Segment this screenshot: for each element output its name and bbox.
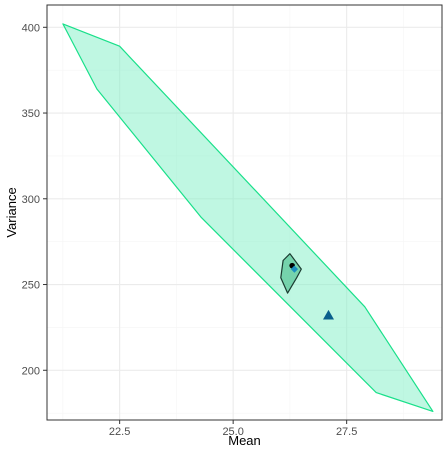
region-layer [62, 23, 434, 412]
point-layer [289, 262, 334, 320]
x-tick-label: 25.0 [222, 426, 243, 438]
x-axis-title: Mean [228, 433, 261, 448]
diamond-point [290, 265, 299, 273]
triangle-point [322, 309, 334, 320]
x-tick-label: 22.5 [109, 426, 130, 438]
y-tick-label: 250 [22, 280, 40, 292]
plot-panel [46, 4, 443, 421]
y-tick-label: 300 [22, 194, 40, 206]
y-axis-title: Variance [4, 187, 19, 237]
x-tick-label: 27.5 [336, 426, 357, 438]
tick-layer: 22.5 25.0 27.5 200 250 300 350 400 [22, 22, 358, 438]
inner-region [280, 253, 302, 294]
outer-region [62, 23, 434, 412]
y-tick-label: 350 [22, 108, 40, 120]
y-tick-label: 400 [22, 22, 40, 34]
y-tick-label: 200 [22, 365, 40, 377]
